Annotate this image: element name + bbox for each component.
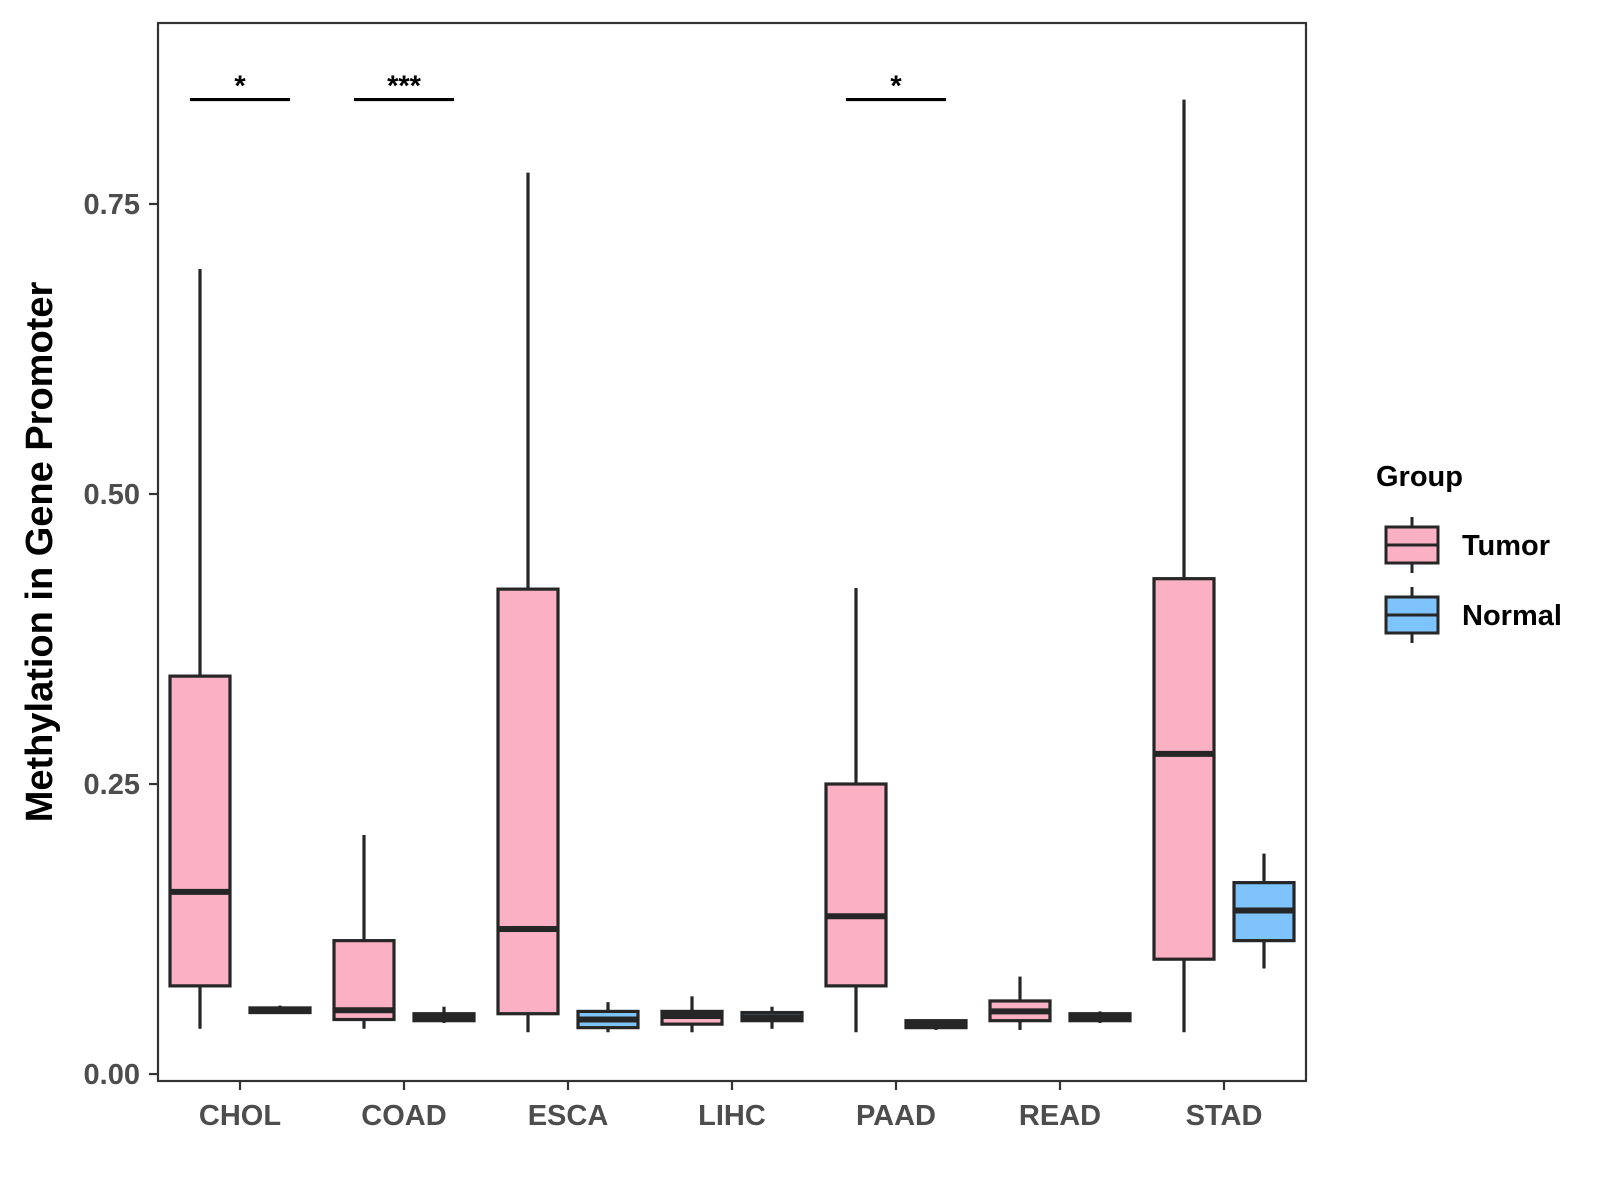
significance-label-paad: * bbox=[890, 71, 902, 103]
box-normal-lihc bbox=[740, 1006, 804, 1029]
box-normal-read bbox=[1068, 1011, 1132, 1023]
box-tumor-coad bbox=[332, 835, 396, 1029]
x-tick-label-coad: COAD bbox=[361, 1100, 446, 1132]
iqr-box-tumor-chol bbox=[168, 674, 232, 988]
iqr-box-tumor-stad bbox=[1152, 577, 1216, 961]
box-normal-stad bbox=[1232, 853, 1296, 969]
legend-label-tumor: Tumor bbox=[1462, 530, 1550, 562]
box-normal-coad bbox=[412, 1006, 476, 1023]
box-tumor-paad bbox=[824, 587, 888, 1033]
y-tick-label: 0.00 bbox=[84, 1059, 140, 1091]
box-normal-paad bbox=[904, 1019, 968, 1030]
iqr-box-tumor-esca bbox=[496, 587, 560, 1016]
box-tumor-lihc bbox=[660, 996, 724, 1033]
iqr-box-tumor-paad bbox=[824, 782, 888, 988]
x-tick-label-esca: ESCA bbox=[528, 1100, 609, 1132]
y-tick-label: 0.75 bbox=[84, 189, 140, 221]
significance-label-chol: * bbox=[234, 71, 246, 103]
legend-label-normal: Normal bbox=[1462, 600, 1562, 632]
legend-item-normal: Normal bbox=[1384, 587, 1562, 643]
box-normal-esca bbox=[576, 1002, 640, 1033]
x-tick-label-chol: CHOL bbox=[199, 1100, 281, 1132]
legend-key-normal bbox=[1384, 587, 1440, 643]
y-axis-title: Methylation in Gene Promoter bbox=[19, 282, 61, 823]
y-axis: 0.00 0.25 0.50 0.75 bbox=[84, 189, 158, 1091]
y-tick-label: 0.25 bbox=[84, 769, 140, 801]
box-normal-chol bbox=[248, 1005, 312, 1015]
iqr-box-tumor-coad bbox=[332, 939, 396, 1022]
y-tick-label: 0.50 bbox=[84, 479, 140, 511]
box-tumor-esca bbox=[496, 172, 560, 1033]
x-axis: CHOL COAD ESCA LIHC PAAD READ STAD bbox=[199, 1081, 1262, 1132]
x-tick-label-read: READ bbox=[1019, 1100, 1101, 1132]
significance-label-coad: *** bbox=[387, 71, 422, 103]
legend: Group Tumor Normal bbox=[1376, 461, 1562, 643]
boxes-layer bbox=[168, 99, 1296, 1033]
significance-layer: * *** * bbox=[190, 71, 946, 103]
x-tick-label-lihc: LIHC bbox=[698, 1100, 766, 1132]
legend-key-tumor bbox=[1384, 517, 1440, 573]
box-tumor-stad bbox=[1152, 99, 1216, 1033]
legend-title: Group bbox=[1376, 461, 1463, 493]
box-tumor-chol bbox=[168, 268, 232, 1029]
box-tumor-read bbox=[988, 976, 1052, 1030]
x-tick-label-stad: STAD bbox=[1186, 1100, 1263, 1132]
legend-item-tumor: Tumor bbox=[1384, 517, 1550, 573]
x-tick-label-paad: PAAD bbox=[856, 1100, 936, 1132]
